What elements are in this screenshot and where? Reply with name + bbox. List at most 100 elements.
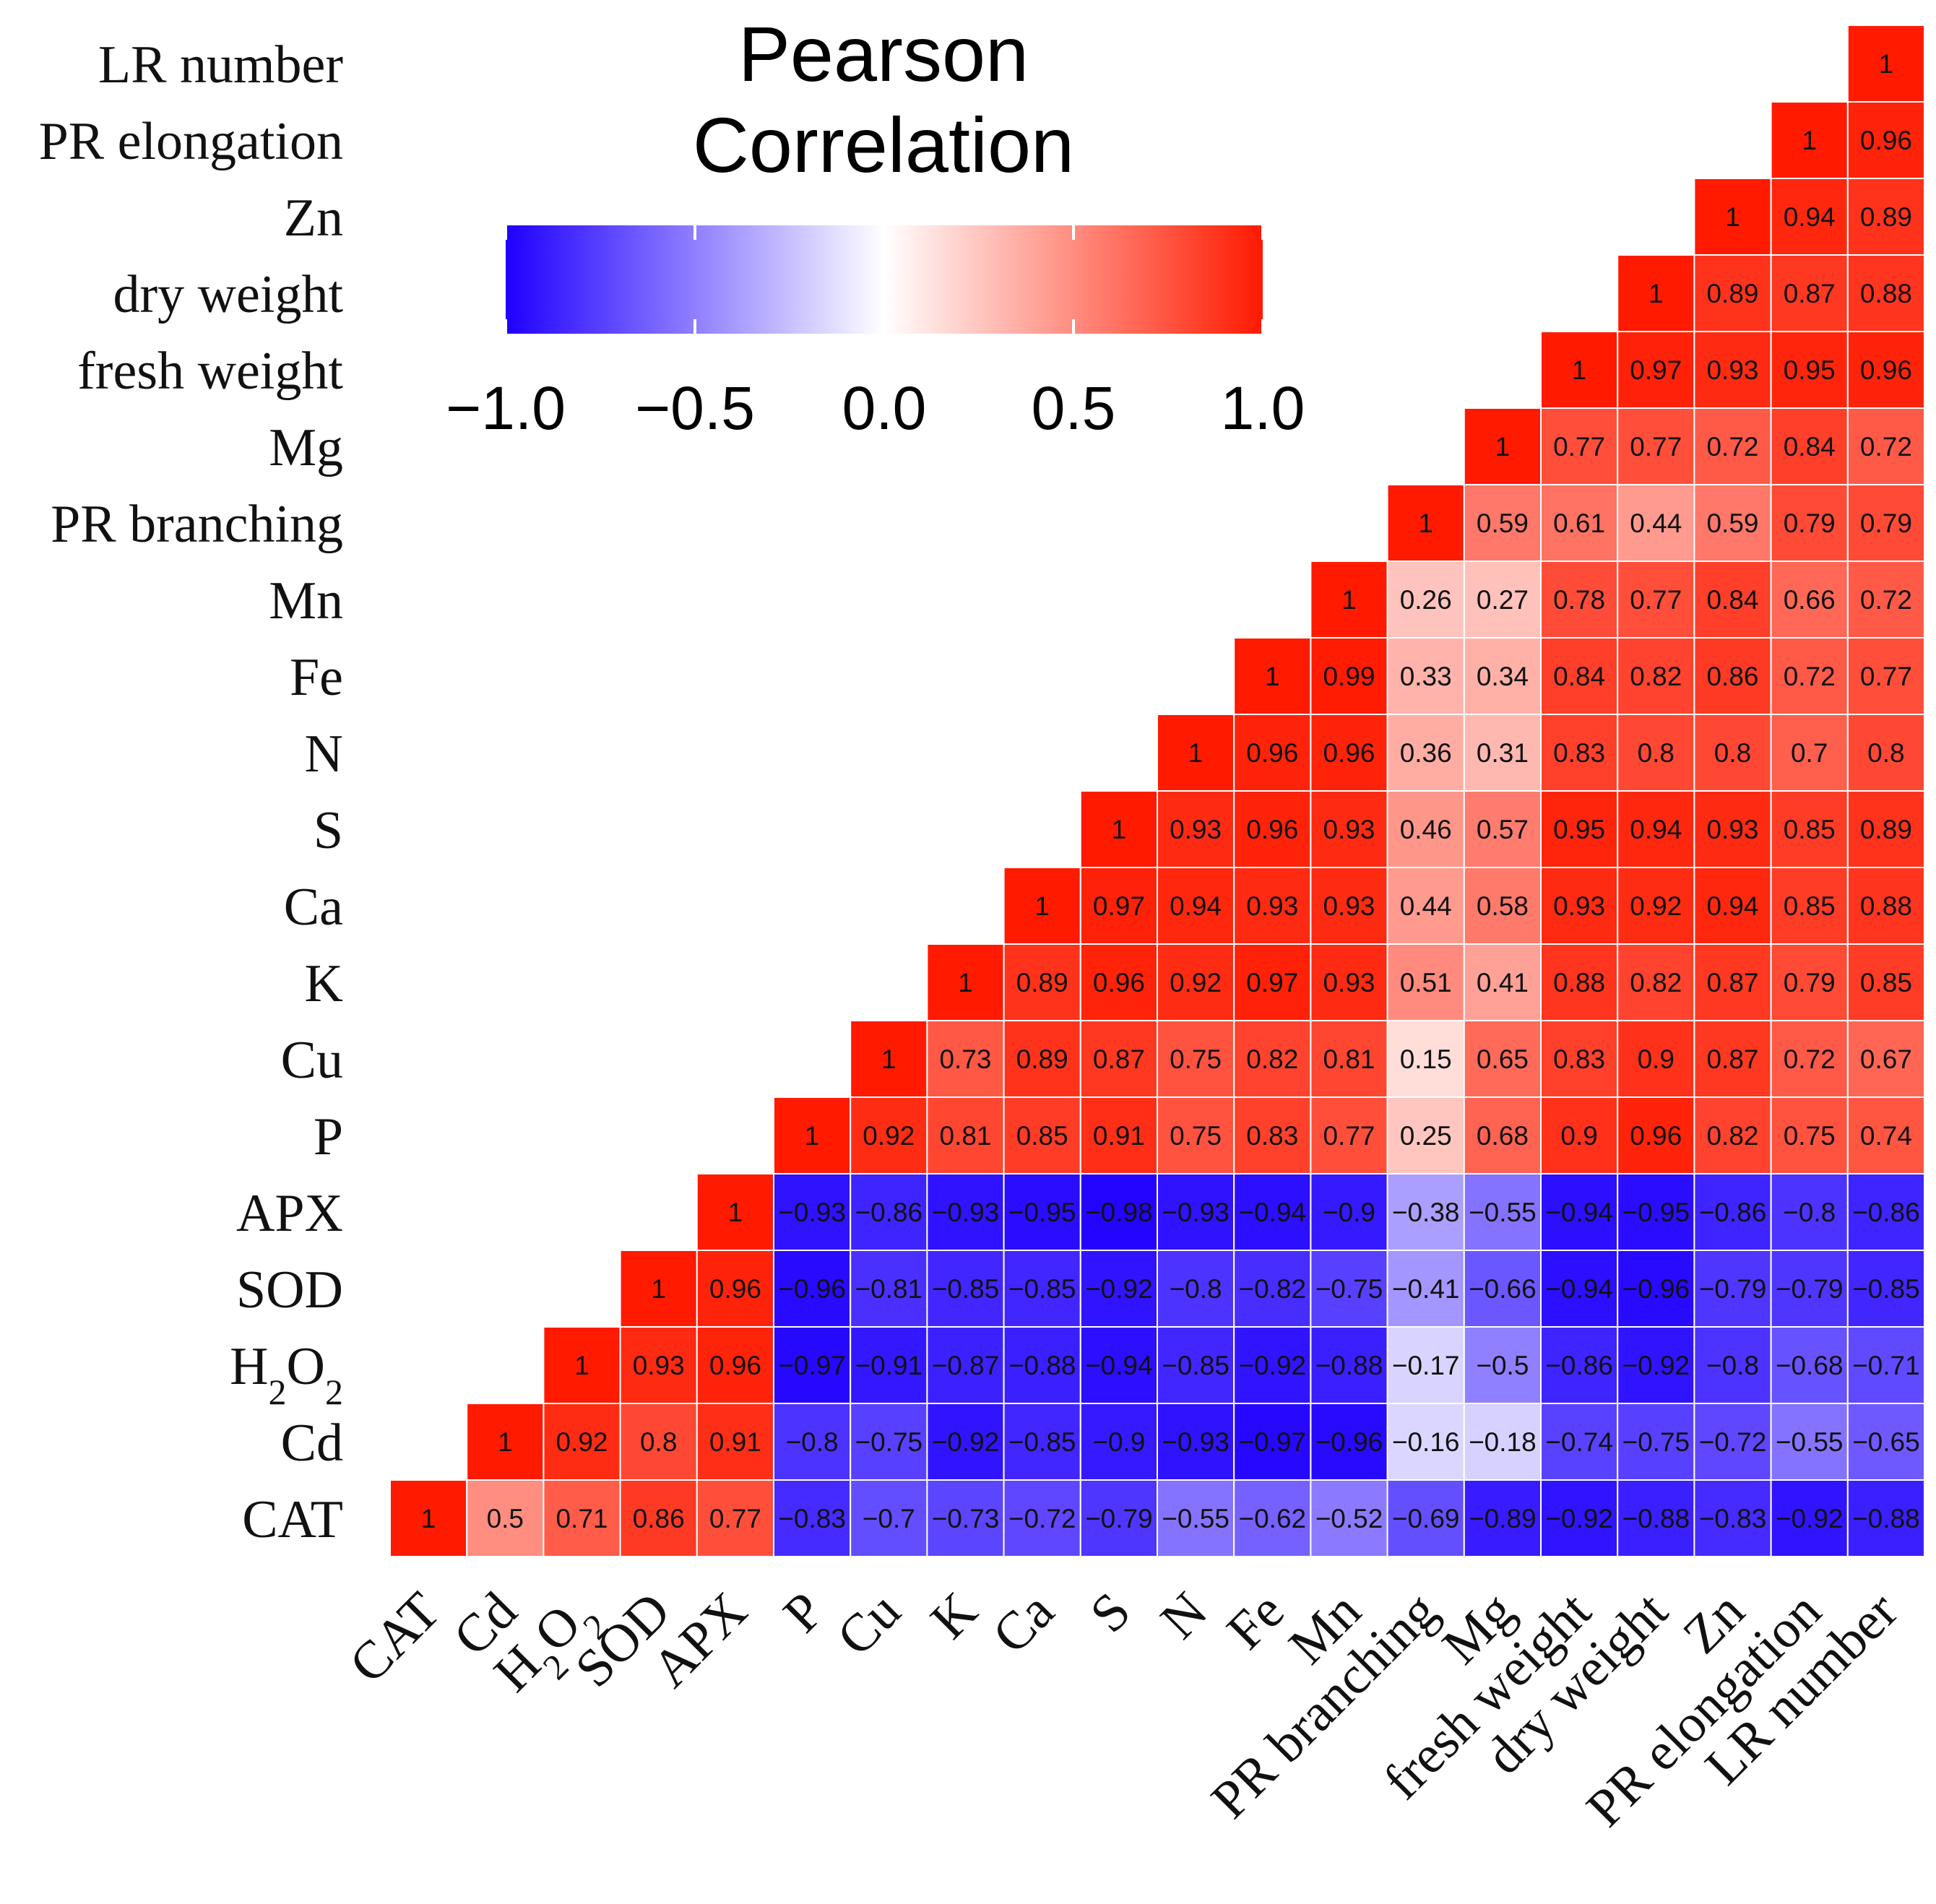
cell-mn-lr-number (1846, 561, 1926, 639)
cell-apx-p (773, 1173, 852, 1251)
row-label-dry-weight: dry weight (113, 265, 343, 324)
row-label-fe: Fe (290, 648, 343, 707)
col-label-n: N (1149, 1581, 1219, 1650)
cell-cat-fresh-weight (1540, 1479, 1619, 1557)
cell-value-k-n: 0.92 (1170, 968, 1222, 998)
cell-value-apx-cu: −0.86 (855, 1198, 922, 1227)
cell-value-n-n: 1 (1188, 738, 1203, 768)
cell-value-s-pr-elongation: 0.85 (1784, 815, 1836, 844)
cell-value-s-n: 0.93 (1170, 815, 1222, 844)
cell-value-h2o2-mn: −0.88 (1315, 1351, 1383, 1380)
cell-dry-weight-zn (1693, 254, 1772, 332)
cell-ca-fresh-weight (1540, 867, 1619, 945)
cell-value-sod-zn: −0.79 (1699, 1274, 1767, 1304)
cell-cat-cu (850, 1479, 928, 1557)
cell-fe-fresh-weight (1540, 637, 1619, 715)
cell-value-sod-lr-number: −0.85 (1852, 1274, 1920, 1304)
cell-value-h2o2-cu: −0.91 (855, 1351, 922, 1380)
cell-value-p-p: 1 (805, 1121, 820, 1151)
cell-fresh-weight-lr-number (1846, 331, 1926, 409)
cell-value-cu-pr-elongation: 0.72 (1784, 1044, 1836, 1074)
cell-p-fe (1233, 1096, 1312, 1174)
cell-value-pr-elongation-lr-number: 0.96 (1860, 126, 1912, 155)
cell-value-dry-weight-zn: 0.89 (1706, 279, 1758, 308)
cell-value-fresh-weight-fresh-weight: 1 (1572, 355, 1587, 385)
cell-value-pr-branching-dry-weight: 0.44 (1630, 509, 1682, 538)
cell-value-s-dry-weight: 0.94 (1630, 815, 1682, 844)
cell-value-ca-mg: 0.58 (1477, 891, 1529, 921)
cell-value-cat-n: −0.55 (1162, 1504, 1230, 1533)
row-label-cu: Cu (281, 1031, 343, 1090)
cell-value-cat-pr-elongation: −0.92 (1776, 1504, 1844, 1533)
cell-apx-n (1157, 1173, 1235, 1251)
cell-value-h2o2-apx: 0.96 (709, 1351, 761, 1380)
cell-value-p-cu: 0.92 (863, 1121, 915, 1151)
row-label-k: K (305, 954, 343, 1013)
cell-n-n (1157, 714, 1235, 792)
cell-value-k-zn: 0.87 (1706, 968, 1758, 998)
cell-cd-apx (696, 1403, 774, 1481)
cell-value-s-pr-branching: 0.46 (1400, 815, 1452, 844)
cell-value-fe-zn: 0.86 (1706, 662, 1758, 691)
cell-mn-mn (1310, 561, 1388, 639)
cell-dry-weight-lr-number (1846, 254, 1926, 332)
row-label-n: N (305, 724, 343, 784)
cell-n-dry-weight (1617, 714, 1695, 792)
cell-value-sod-fe: −0.82 (1238, 1274, 1306, 1304)
cell-cd-fresh-weight (1540, 1403, 1619, 1481)
cell-value-cu-k: 0.73 (939, 1044, 991, 1074)
cell-n-mg (1463, 714, 1542, 792)
cell-value-cd-p: −0.8 (786, 1427, 839, 1457)
cell-value-cd-lr-number: −0.65 (1852, 1427, 1920, 1457)
row-label-ca: Ca (284, 878, 343, 937)
cell-p-mg (1463, 1096, 1542, 1174)
cell-sod-s (1079, 1250, 1159, 1328)
cell-value-cat-cd: 0.5 (487, 1504, 524, 1533)
cell-cat-dry-weight (1617, 1479, 1695, 1557)
cell-value-cd-pr-elongation: −0.55 (1776, 1427, 1844, 1457)
cell-mn-pr-elongation (1770, 561, 1849, 639)
cell-value-k-fe: 0.97 (1246, 968, 1298, 998)
cell-value-cd-mn: −0.96 (1315, 1427, 1383, 1457)
cell-value-fe-fresh-weight: 0.84 (1553, 662, 1605, 691)
legend-tick-label: −1.0 (446, 374, 566, 442)
cell-p-dry-weight (1617, 1096, 1695, 1174)
cell-cat-lr-number (1846, 1479, 1926, 1557)
cell-value-cat-ca: −0.72 (1008, 1504, 1076, 1533)
cell-value-p-mg: 0.68 (1477, 1121, 1529, 1151)
cell-value-cu-zn: 0.87 (1706, 1044, 1758, 1074)
col-label-cu: Cu (826, 1581, 912, 1667)
cell-value-apx-pr-elongation: −0.8 (1783, 1198, 1836, 1227)
cell-value-cu-mg: 0.65 (1477, 1044, 1529, 1074)
cell-value-h2o2-n: −0.85 (1162, 1351, 1230, 1380)
cell-value-s-fresh-weight: 0.95 (1553, 815, 1605, 844)
cell-value-h2o2-lr-number: −0.71 (1852, 1351, 1920, 1380)
cell-value-apx-mn: −0.9 (1323, 1198, 1375, 1227)
cell-pr-elongation-pr-elongation (1770, 101, 1849, 179)
cell-value-cat-s: −0.79 (1085, 1504, 1153, 1533)
cell-value-dry-weight-dry-weight: 1 (1648, 279, 1664, 308)
cell-value-k-ca: 0.89 (1016, 968, 1068, 998)
cell-value-sod-k: −0.85 (932, 1274, 1000, 1304)
row-label-pr-elongation: PR elongation (39, 112, 343, 171)
cell-value-h2o2-fe: −0.92 (1238, 1351, 1306, 1380)
legend-tick-label: 0.5 (1032, 374, 1116, 442)
cell-value-fresh-weight-zn: 0.93 (1706, 355, 1758, 385)
cell-s-n (1157, 790, 1235, 868)
cell-k-zn (1693, 943, 1772, 1021)
cell-value-pr-branching-mg: 0.59 (1477, 509, 1529, 538)
legend-tick-label: 0.0 (842, 374, 927, 442)
cell-k-mn (1310, 943, 1388, 1021)
cell-value-h2o2-dry-weight: −0.92 (1622, 1351, 1690, 1380)
cell-ca-s (1079, 867, 1159, 945)
row-label-p: P (314, 1107, 343, 1167)
cell-value-cd-fe: −0.97 (1238, 1427, 1306, 1457)
cell-value-apx-n: −0.93 (1162, 1198, 1230, 1227)
cell-value-h2o2-s: −0.94 (1085, 1351, 1153, 1380)
cell-value-p-n: 0.75 (1170, 1121, 1222, 1151)
cell-value-cd-zn: −0.72 (1699, 1427, 1767, 1457)
cell-n-lr-number (1846, 714, 1926, 792)
cell-value-pr-branching-pr-branching: 1 (1418, 509, 1433, 538)
cell-value-pr-branching-fresh-weight: 0.61 (1553, 509, 1605, 538)
cell-value-k-lr-number: 0.85 (1860, 968, 1912, 998)
